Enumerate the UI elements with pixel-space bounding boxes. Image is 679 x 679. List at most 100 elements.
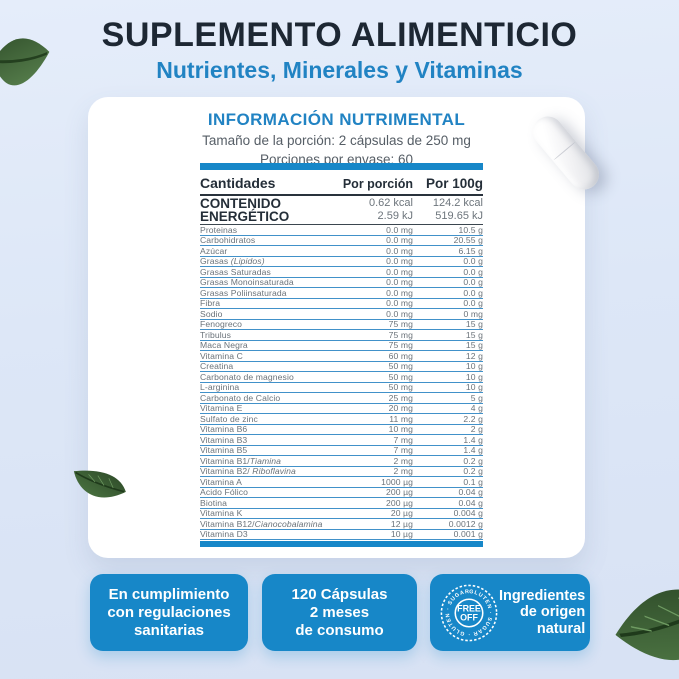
nutrition-table: Cantidades Por porción Por 100g CONTENID…: [200, 163, 483, 547]
leaf-decoration-bottom-right: [615, 589, 679, 661]
per-portion-value: 1000 µg: [381, 476, 413, 487]
per-100g-value: 0.0 g: [463, 256, 483, 267]
per-100g-value: 0 mg: [463, 308, 483, 319]
per-100g-value: 0.004 g: [453, 508, 483, 519]
leaf-decoration-top-left: [0, 38, 50, 86]
nutrient-name: Acido Fólico: [200, 487, 249, 498]
leaf-decoration-left: [73, 470, 126, 498]
nutrient-name: Carbohidratos: [200, 235, 256, 246]
nutrient-name: Sulfato de zinc: [200, 413, 258, 424]
per-100g-value: 0.2 g: [463, 466, 483, 477]
per-100g-value: 0.001 g: [453, 529, 483, 540]
badge-compliance: En cumplimiento con regulaciones sanitaria…: [90, 574, 248, 651]
table-row: Vitamina B3 7 mg 1.4 g: [200, 435, 483, 446]
table-row: Carbonato de Calcio 25 mg 5 g: [200, 393, 483, 404]
svg-text:OFF: OFF: [460, 612, 478, 622]
per-portion-value: 60 mg: [388, 350, 413, 361]
column-header-per-portion: Por porción: [342, 177, 413, 191]
badge-natural-ingredients: GLUTEN · SUGAR · GLUTEN · SUGAR · GLUTEN…: [430, 574, 590, 651]
per-portion-value: 75 mg: [388, 329, 413, 340]
nutrient-name: L-arginina: [200, 382, 240, 393]
table-row: Vitamina B6 10 mg 2 g: [200, 424, 483, 435]
per-portion-value: 20 mg: [388, 403, 413, 414]
table-row: Vitamina B1/Tiamina 2 mg 0.2 g: [200, 456, 483, 467]
table-row: Acido Fólico 200 µg 0.04 g: [200, 487, 483, 498]
nutrient-name: Vitamina K: [200, 508, 243, 519]
table-row: Sodio 0.0 mg 0 mg: [200, 309, 483, 320]
badge-natural-ingredients-text: Ingredientes de origen natural: [499, 587, 586, 637]
energy-per-portion-values: 0.62 kcal 2.59 kJ: [368, 196, 413, 223]
table-row: Vitamina B2/ Riboflavina 2 mg 0.2 g: [200, 466, 483, 477]
nutrition-facts-card: INFORMACIÓN NUTRIMENTAL Tamaño de la por…: [88, 97, 585, 558]
per-portion-value: 0.0 mg: [386, 298, 413, 309]
per-100g-value: 15 g: [465, 340, 483, 351]
per-portion-value: 0.0 mg: [386, 308, 413, 319]
nutrient-name: Carbonato de Calcio: [200, 392, 281, 403]
column-header-quantities: Cantidades: [200, 175, 276, 191]
per-100g-value: 0.04 g: [458, 497, 483, 508]
table-row: Grasas (Lipidos) 0.0 mg 0.0 g: [200, 256, 483, 267]
table-row: Fibra 0.0 mg 0.0 g: [200, 298, 483, 309]
nutrient-name: Vitamina B2/ Riboflavina: [200, 466, 296, 477]
column-header-per-100g: Por 100g: [425, 176, 483, 191]
per-portion-value: 50 mg: [388, 371, 413, 382]
serving-size-text: Tamaño de la porción: 2 cápsulas de 250 …: [202, 133, 471, 148]
per-100g-value: 4 g: [470, 403, 483, 414]
per-portion-value: 200 µg: [385, 497, 413, 508]
nutrient-name: Azúcar: [200, 245, 228, 256]
nutrient-name: Creatina: [200, 361, 234, 372]
per-portion-value: 50 mg: [388, 382, 413, 393]
per-portion-value: 0.0 mg: [386, 287, 413, 298]
per-portion-value: 50 mg: [388, 361, 413, 372]
nutrient-name: Grasas (Lipidos): [200, 256, 265, 267]
nutrient-name: Carbonato de magnesio: [200, 371, 294, 382]
per-100g-value: 2.2 g: [463, 413, 483, 424]
per-portion-value: 200 µg: [385, 487, 413, 498]
nutrient-name: Fibra: [200, 298, 221, 309]
table-bottom-bar: [200, 541, 483, 547]
nutrient-name: Sodio: [200, 308, 223, 319]
badge-capsule-count-text: 120 Cápsulas 2 meses de consumo: [291, 585, 388, 639]
per-100g-value: 15 g: [465, 319, 483, 330]
nutrient-name: Vitamina B5: [200, 445, 248, 456]
nutrient-name: Tribulus: [200, 329, 232, 340]
per-portion-value: 12 µg: [390, 518, 413, 529]
nutrient-name: Grasas Saturadas: [200, 266, 271, 277]
per-100g-value: 12 g: [465, 350, 483, 361]
per-portion-value: 7 mg: [393, 445, 413, 456]
nutrient-name: Maca Negra: [200, 340, 248, 351]
svg-text:FREE: FREE: [457, 603, 481, 613]
table-row: Vitamina K 20 µg 0.004 g: [200, 508, 483, 519]
per-portion-value: 0.0 mg: [386, 235, 413, 246]
table-row: Carbonato de magnesio 50 mg 10 g: [200, 372, 483, 383]
energy-per-100g-values: 124.2 kcal 519.65 kJ: [432, 196, 483, 223]
per-100g-value: 0.1 g: [463, 476, 483, 487]
per-portion-value: 75 mg: [388, 340, 413, 351]
per-100g-value: 15 g: [465, 329, 483, 340]
per-100g-value: 0.0 g: [463, 266, 483, 277]
panel-title: INFORMACIÓN NUTRIMENTAL: [207, 110, 466, 129]
per-portion-value: 2 mg: [393, 455, 413, 466]
table-row: Creatina 50 mg 10 g: [200, 361, 483, 372]
free-off-stamp-icon: GLUTEN · SUGAR · GLUTEN · SUGAR · GLUTEN…: [439, 583, 498, 641]
table-row: Vitamina C 60 mg 12 g: [200, 351, 483, 362]
page-subtitle: Nutrientes, Minerales y Vitaminas: [156, 57, 523, 83]
per-100g-value: 0.0 g: [463, 298, 483, 309]
nutrient-name: Fenogreco: [200, 319, 242, 330]
nutrient-name: Vitamina B1/Tiamina: [200, 455, 281, 466]
table-row: Fenogreco 75 mg 15 g: [200, 319, 483, 330]
energy-label: CONTENIDO ENERGÉTICO: [200, 195, 290, 224]
nutrient-name: Proteinas: [200, 224, 238, 235]
table-row: Tribulus 75 mg 15 g: [200, 330, 483, 341]
per-portion-value: 10 mg: [388, 424, 413, 435]
table-top-bar: [200, 163, 483, 170]
table-row: Vitamina B5 7 mg 1.4 g: [200, 445, 483, 456]
nutrient-name: Vitamina A: [200, 476, 242, 487]
per-portion-value: 11 mg: [389, 413, 413, 424]
table-row: Vitamina B12/Cianocobalamina 12 µg 0.0012 …: [200, 519, 483, 530]
per-portion-value: 0.0 mg: [386, 245, 413, 256]
nutrient-name: Vitamina D3: [200, 529, 248, 540]
badge-capsule-count: 120 Cápsulas 2 meses de consumo: [262, 574, 417, 651]
per-100g-value: 0.0012 g: [448, 518, 483, 529]
table-row: Grasas Poliinsaturada 0.0 mg 0.0 g: [200, 288, 483, 299]
